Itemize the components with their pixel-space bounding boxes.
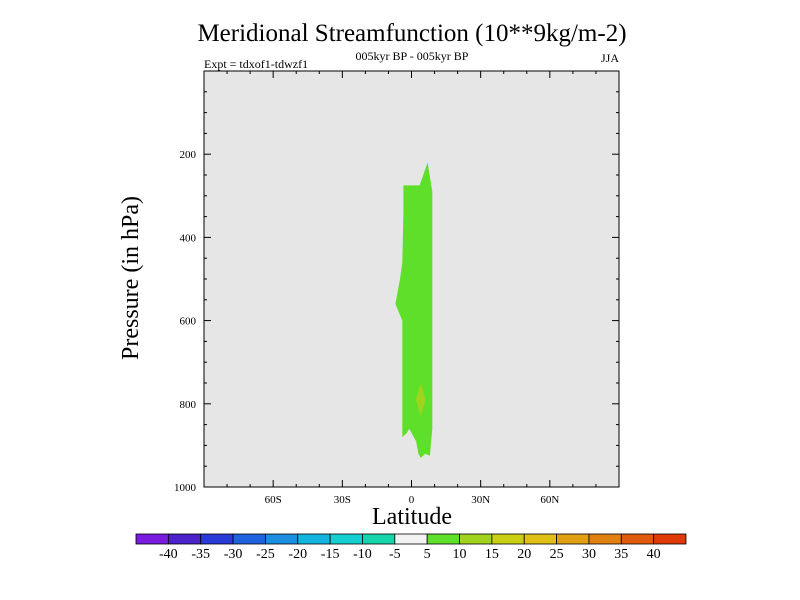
colorbar-label: 15 — [485, 547, 499, 562]
contour-regions — [395, 162, 433, 458]
x-tick-label: 60S — [265, 494, 282, 506]
colorbar-label: -10 — [353, 547, 372, 562]
colorbar-swatch — [167, 533, 202, 545]
x-tick-label: 30N — [471, 494, 490, 506]
colorbar-swatch — [297, 533, 331, 545]
colorbar-swatch — [135, 533, 169, 545]
y-tick-label: 600 — [180, 316, 197, 328]
colorbar-swatch — [426, 533, 460, 545]
x-tick-label: 60N — [540, 494, 559, 506]
colorbar-swatch — [394, 533, 428, 545]
colorbar-swatch — [491, 533, 525, 545]
colorbar-label: 10 — [453, 547, 467, 562]
colorbar-label: 40 — [647, 547, 661, 562]
colorbar: -40 -35 -30 -25 -20 -15 -10 -5 5 10 15 20 25 30 35 40 — [135, 533, 687, 562]
colorbar-label: 5 — [424, 547, 431, 562]
colorbar-label: 35 — [614, 547, 628, 562]
chart-subtitle-left: Expt = tdxof1-tdwzf1 — [204, 57, 308, 71]
chart-subtitle-center: 005kyr BP - 005kyr BP — [356, 49, 469, 63]
colorbar-label: -25 — [256, 547, 275, 562]
colorbar-swatch — [523, 533, 557, 545]
y-tick-label: 1000 — [174, 482, 197, 494]
colorbar-label: -20 — [288, 547, 307, 562]
colorbar-swatch — [459, 533, 493, 545]
colorbar-label: -30 — [224, 547, 243, 562]
colorbar-label: 25 — [550, 547, 564, 562]
colorbar-swatch — [653, 533, 687, 545]
colorbar-swatch — [232, 533, 266, 545]
colorbar-swatch — [265, 533, 299, 545]
contour-10-to-15 — [416, 383, 426, 417]
colorbar-swatch — [329, 533, 363, 545]
colorbar-label: 30 — [582, 547, 596, 562]
colorbar-label: -15 — [321, 547, 340, 562]
y-axis-title: Pressure (in hPa) — [118, 196, 144, 360]
x-tick-label: 0 — [409, 494, 415, 506]
x-tick-label: 30S — [334, 494, 351, 506]
contour-5-to-10 — [395, 162, 433, 458]
y-tick-label: 800 — [180, 399, 197, 411]
y-tick-label: 200 — [180, 149, 197, 161]
y-tick-label: 400 — [180, 232, 197, 244]
colorbar-label: 20 — [517, 547, 531, 562]
colorbar-swatch — [620, 533, 655, 545]
colorbar-label: -40 — [159, 547, 178, 562]
colorbar-swatch — [200, 533, 234, 545]
colorbar-swatch — [556, 533, 590, 545]
x-axis-title: Latitude — [372, 504, 452, 530]
axis-ticks: 60S 30S 0 30N 60N 200 400 600 800 1000 — [174, 71, 619, 506]
colorbar-swatch — [588, 533, 622, 545]
chart-title: Meridional Streamfunction (10**9kg/m-2) — [197, 20, 626, 47]
chart-subtitle-right: JJA — [601, 51, 619, 65]
colorbar-label: -5 — [389, 547, 401, 562]
colorbar-swatch — [362, 533, 396, 545]
colorbar-label: -35 — [191, 547, 210, 562]
